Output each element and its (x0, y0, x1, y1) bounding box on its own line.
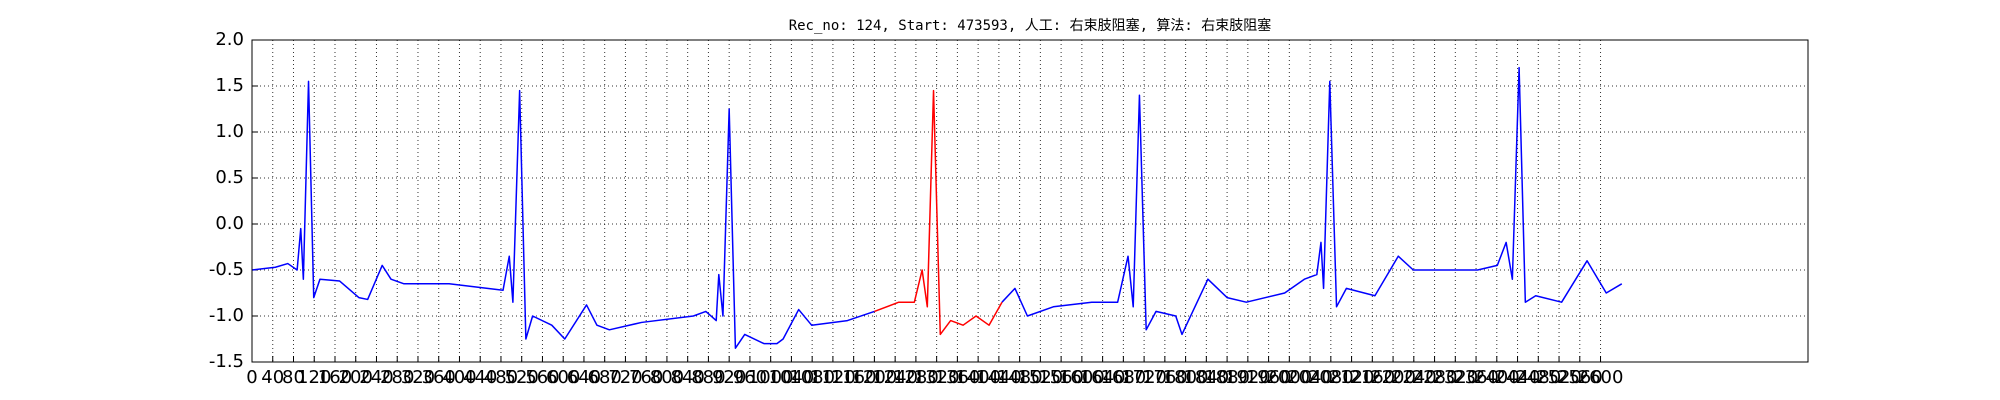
x-tick-label: 1360 (934, 367, 980, 388)
x-tick-label: 1680 (1100, 367, 1146, 388)
x-tick-label: 80 (282, 367, 305, 388)
x-tick-label: 1240 (872, 367, 918, 388)
x-tick-label: 1960 (1246, 367, 1292, 388)
x-tick-label: 1320 (914, 367, 960, 388)
x-tick-label: 800 (650, 367, 684, 388)
x-tick-label: 240 (359, 367, 393, 388)
x-tick-label: 2200 (1370, 367, 1416, 388)
x-tick-label: 2160 (1349, 367, 1395, 388)
x-tick-label: 1800 (1163, 367, 1209, 388)
x-tick-label: 480 (484, 367, 518, 388)
x-tick-label: 1520 (1017, 367, 1063, 388)
series-line (874, 89, 1003, 336)
y-tick-label: 1.5 (215, 75, 244, 96)
x-tick-label: 880 (691, 367, 725, 388)
x-tick-label: 280 (380, 367, 414, 388)
y-tick-label: 2.0 (215, 29, 244, 50)
x-tick-label: 2560 (1557, 367, 1603, 388)
y-tick-label: 0.5 (215, 167, 244, 188)
x-tick-label: 1640 (1080, 367, 1126, 388)
x-tick-label: 2480 (1515, 367, 1561, 388)
x-tick-label: 120 (297, 367, 331, 388)
x-tick-label: 2280 (1412, 367, 1458, 388)
series-line (251, 66, 1623, 349)
x-tick-label: 2040 (1287, 367, 1333, 388)
x-tick-label: 1120 (810, 367, 856, 388)
y-tick-label: -0.5 (209, 259, 244, 280)
x-tick-label: 0 (246, 367, 257, 388)
x-tick-label: 920 (712, 367, 746, 388)
x-tick-label: 2440 (1495, 367, 1541, 388)
x-tick-label: 40 (261, 367, 284, 388)
x-tick-label: 1880 (1204, 367, 1250, 388)
x-tick-label: 320 (401, 367, 435, 388)
x-tick-label: 960 (733, 367, 767, 388)
y-tick-label: 1.0 (215, 121, 244, 142)
x-tick-label: 2400 (1474, 367, 1520, 388)
x-tick-label: 2360 (1453, 367, 1499, 388)
x-tick-label: 2120 (1329, 367, 1375, 388)
x-tick-label: 1280 (893, 367, 939, 388)
x-tick-label: 2600 (1578, 367, 1624, 388)
x-tick-label: 1480 (997, 367, 1043, 388)
x-tick-label: 1720 (1121, 367, 1167, 388)
x-tick-label: 1400 (955, 367, 1001, 388)
x-tick-label: 200 (339, 367, 373, 388)
x-tick-label: 1760 (1142, 367, 1188, 388)
x-tick-label: 1160 (831, 367, 877, 388)
x-tick-label: 720 (608, 367, 642, 388)
x-tick-label: 1080 (789, 367, 835, 388)
x-tick-label: 600 (546, 367, 580, 388)
x-tick-label: 760 (629, 367, 663, 388)
x-tick-label: 640 (567, 367, 601, 388)
x-tick-label: 1040 (769, 367, 815, 388)
x-tick-label: 2320 (1432, 367, 1478, 388)
x-tick-label: 1560 (1038, 367, 1084, 388)
x-tick-label: 160 (318, 367, 352, 388)
x-tick-label: 2240 (1391, 367, 1437, 388)
x-tick-label: 1600 (1059, 367, 1105, 388)
x-tick-label: 1440 (976, 367, 1022, 388)
x-tick-label: 2000 (1266, 367, 1312, 388)
x-tick-label: 1840 (1183, 367, 1229, 388)
x-tick-label: 1000 (748, 367, 794, 388)
chart-title: Rec_no: 124, Start: 473593, 人工: 右束肢阻塞, 算… (789, 17, 1272, 34)
x-tick-label: 520 (505, 367, 539, 388)
x-tick-label: 560 (525, 367, 559, 388)
x-tick-label: 2080 (1308, 367, 1354, 388)
x-tick-label: 840 (671, 367, 705, 388)
x-tick-label: 440 (463, 367, 497, 388)
x-tick-label: 1200 (851, 367, 897, 388)
x-tick-label: 2520 (1536, 367, 1582, 388)
x-tick-label: 360 (422, 367, 456, 388)
plot-frame (251, 39, 1809, 363)
y-tick-label: -1.0 (209, 305, 244, 326)
y-tick-label: -1.5 (209, 351, 244, 372)
x-tick-label: 680 (588, 367, 622, 388)
x-tick-label: 400 (442, 367, 476, 388)
x-tick-label: 1920 (1225, 367, 1271, 388)
y-tick-label: 0.0 (215, 213, 244, 234)
